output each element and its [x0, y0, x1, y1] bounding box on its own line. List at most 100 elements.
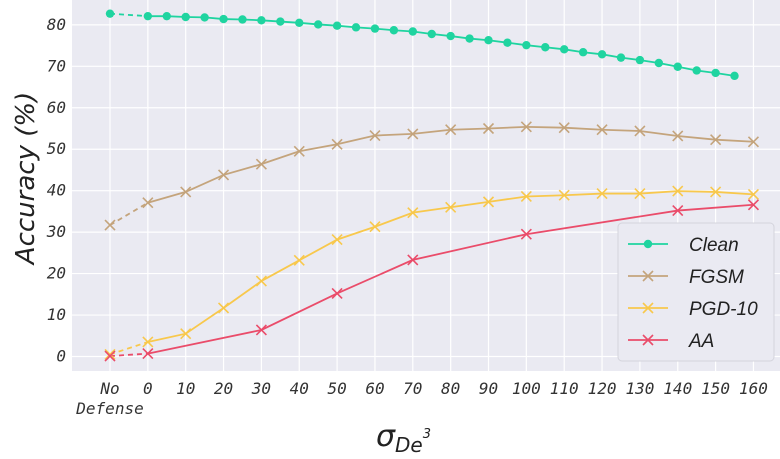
data-point-marker — [597, 50, 607, 59]
data-point-marker — [293, 145, 305, 157]
data-point-marker — [217, 169, 230, 181]
data-point-marker — [238, 15, 247, 24]
y-tick-label: 70 — [47, 56, 66, 75]
x-tick-label-line: 90 — [479, 379, 498, 398]
legend-box — [617, 222, 775, 362]
data-point-marker — [730, 71, 739, 81]
data-point-marker — [389, 26, 399, 35]
legend-marker — [642, 302, 654, 314]
data-point-marker — [293, 254, 305, 266]
data-point-marker — [558, 122, 570, 134]
data-point-marker — [257, 16, 266, 25]
x-axis-label-main: σ — [376, 419, 396, 454]
x-tick-label-line: 80 — [441, 379, 460, 398]
x-axis-label-subscript: De — [395, 433, 423, 457]
legend-marker — [642, 270, 654, 282]
x-tick-label: 160 — [739, 379, 768, 398]
data-point-marker — [445, 124, 457, 136]
data-point-marker — [255, 158, 267, 170]
data-point-marker — [407, 128, 419, 140]
data-point-marker — [331, 234, 343, 246]
x-tick-label-line: 120 — [588, 379, 617, 398]
data-point-marker — [407, 207, 419, 219]
x-tick-label: 10 — [176, 379, 195, 398]
data-point-marker — [181, 12, 190, 22]
y-axis-label: Accuracy (%) — [11, 92, 41, 266]
y-tick-label: 30 — [46, 222, 66, 241]
x-tick-label-line: Defense — [75, 399, 143, 418]
data-point-marker — [370, 24, 380, 33]
data-point-marker — [560, 45, 569, 54]
x-axis-label-superscript: 3 — [423, 427, 431, 442]
y-tick-label: 60 — [47, 98, 66, 117]
data-point-marker — [503, 38, 512, 47]
legend-marker — [643, 239, 653, 249]
data-point-marker — [520, 121, 532, 133]
x-tick-label-line: 160 — [739, 379, 768, 398]
legend-label: PGD-10 — [689, 299, 758, 320]
data-point-marker — [180, 328, 192, 340]
y-tick-label: 80 — [47, 15, 66, 34]
data-point-marker — [482, 196, 495, 208]
data-point-marker — [332, 21, 342, 30]
data-point-marker — [672, 205, 684, 217]
x-tick-label-line: 10 — [176, 379, 195, 398]
data-point-marker — [747, 188, 760, 200]
x-tick-label: No Defense — [75, 379, 143, 418]
data-point-marker — [162, 11, 171, 21]
legend: Clean FGSM PGD-10 AA — [617, 222, 775, 362]
data-point-marker — [520, 190, 532, 203]
data-point-marker — [541, 43, 550, 52]
x-tick-label: 80 — [441, 379, 460, 398]
data-point-marker — [596, 124, 608, 136]
x-tick-label-line: 130 — [625, 379, 654, 398]
x-tick-label-line: 150 — [701, 379, 730, 398]
legend-label: AA — [688, 331, 714, 352]
data-point-marker — [578, 48, 588, 57]
data-point-marker — [331, 138, 343, 150]
data-point-marker — [255, 324, 267, 336]
data-point-marker — [522, 40, 531, 50]
data-point-marker — [634, 125, 646, 137]
series-dashed-segment — [109, 341, 149, 356]
data-point-marker — [142, 348, 154, 360]
x-tick-label: 0 — [143, 379, 153, 398]
data-point-marker — [482, 122, 495, 135]
x-tick-label-line: 70 — [403, 379, 422, 398]
y-tick-labels: 0 10 20 30 40 50 60 70 80 — [46, 15, 66, 366]
x-tick-label: 110 — [550, 379, 579, 398]
y-tick-label: 20 — [47, 264, 66, 283]
data-point-marker — [673, 62, 682, 71]
data-point-marker — [747, 136, 760, 148]
x-tick-label: 150 — [701, 379, 730, 398]
y-tick-label: 0 — [56, 346, 66, 365]
data-point-marker — [200, 13, 209, 22]
data-point-marker — [104, 219, 116, 231]
x-tick-label-line: 140 — [663, 379, 692, 398]
data-point-marker — [104, 350, 116, 362]
x-tick-label-line: 0 — [143, 379, 153, 398]
data-point-marker — [331, 287, 343, 300]
data-point-marker — [672, 130, 684, 142]
series-markers — [104, 9, 760, 362]
data-point-marker — [596, 188, 608, 200]
data-point-marker — [407, 254, 419, 266]
x-tick-label: 20 — [214, 379, 233, 398]
data-point-marker — [180, 186, 192, 198]
data-point-marker — [142, 336, 154, 348]
data-point-marker — [445, 201, 457, 213]
x-tick-label: 40 — [290, 379, 309, 398]
data-point-marker — [635, 55, 645, 65]
data-point-marker — [616, 53, 626, 62]
data-point-marker — [105, 9, 115, 18]
x-tick-label-line: 100 — [512, 379, 541, 398]
data-point-marker — [711, 68, 720, 78]
grid-lines — [72, 0, 780, 371]
x-tick-label-line: 30 — [251, 379, 271, 398]
x-axis-label: σDe3 — [376, 419, 431, 457]
data-point-marker — [255, 275, 267, 287]
x-tick-label: 50 — [327, 379, 346, 398]
data-point-marker — [408, 27, 417, 36]
